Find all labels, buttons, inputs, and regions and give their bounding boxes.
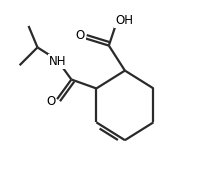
Text: O: O	[46, 95, 55, 108]
Text: OH: OH	[115, 15, 132, 27]
Text: NH: NH	[49, 55, 66, 68]
Text: O: O	[75, 29, 84, 42]
